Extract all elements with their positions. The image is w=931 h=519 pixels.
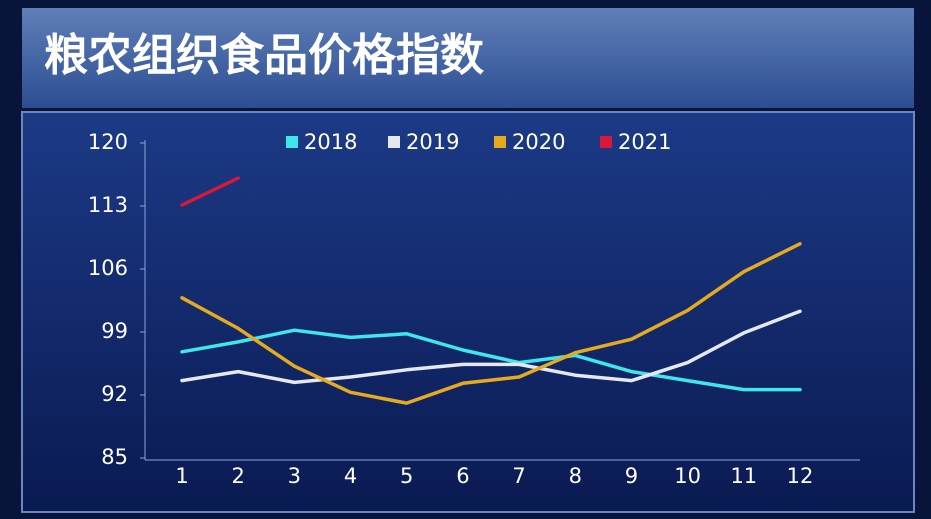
legend-swatch: [388, 136, 400, 148]
x-tick-label: 7: [512, 464, 525, 488]
legend-label: 2021: [618, 130, 671, 154]
legend-label: 2019: [406, 130, 459, 154]
y-tick-label: 106: [88, 256, 128, 280]
x-tick-label: 12: [787, 464, 814, 488]
x-tick-label: 8: [569, 464, 582, 488]
x-tick-label: 1: [175, 464, 188, 488]
plot-panel: [21, 111, 915, 513]
series-line: [180, 242, 802, 405]
x-tick-label: 6: [456, 464, 469, 488]
legend-swatch: [494, 136, 506, 148]
series-line: [180, 328, 802, 392]
x-tick-label: 10: [674, 464, 701, 488]
x-tick-label: 3: [288, 464, 301, 488]
legend-swatch: [600, 136, 612, 148]
chart-title: 粮农组织食品价格指数: [44, 30, 484, 81]
legend-label: 2018: [304, 130, 357, 154]
x-tick-label: 11: [730, 464, 757, 488]
legend-swatch: [286, 136, 298, 148]
title-band: [22, 8, 914, 108]
x-tick-label: 2: [231, 464, 244, 488]
y-tick-label: 85: [101, 445, 128, 469]
series-line: [180, 309, 802, 385]
y-tick-label: 120: [88, 130, 128, 154]
legend-label: 2020: [512, 130, 565, 154]
y-tick-label: 92: [101, 382, 128, 406]
x-tick-label: 9: [625, 464, 638, 488]
y-tick-label: 113: [88, 193, 128, 217]
x-tick-label: 4: [344, 464, 357, 488]
y-tick-label: 99: [101, 319, 128, 343]
x-tick-label: 5: [400, 464, 413, 488]
series-line: [180, 176, 240, 207]
